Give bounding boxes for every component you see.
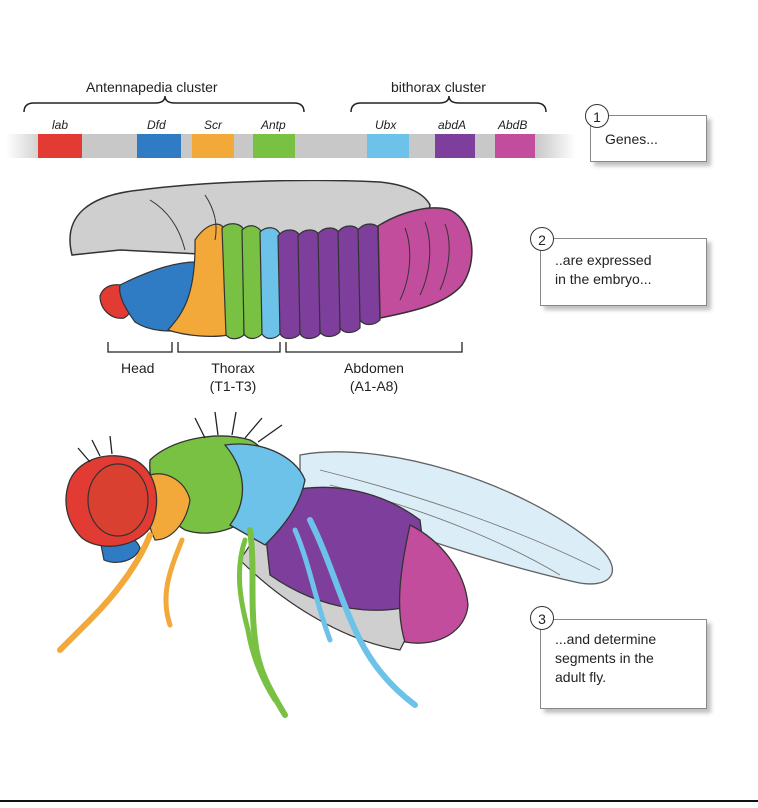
gene-label-dfd: Dfd (147, 118, 166, 132)
gene-block-scr (192, 134, 234, 158)
embryo-illustration (69, 180, 473, 353)
chromosome (6, 134, 576, 158)
embryo-segment-lightblue (259, 227, 281, 340)
callout-3-line2: segments in the (555, 650, 654, 666)
gene-label-ubx: Ubx (375, 118, 397, 132)
fly-thorax-lightblue (223, 443, 306, 546)
gene-block-ubx (367, 134, 409, 158)
head-bracket (107, 342, 173, 353)
bottom-rule (0, 800, 758, 802)
fly-eye (87, 463, 149, 537)
thorax-sublabel: (T1-T3) (209, 378, 257, 394)
callout-number-1: 1 (585, 104, 609, 128)
gene-label-lab: lab (52, 118, 69, 132)
gene-label-abdb: AbdB (498, 118, 528, 132)
thorax-label: Thorax (211, 360, 255, 376)
embryo-segment-orange (166, 223, 229, 337)
head-label: Head (121, 360, 155, 376)
callout-1-text: Genes... (605, 131, 658, 147)
fly-leg-front (57, 532, 153, 653)
bithorax-bracket (350, 95, 547, 113)
antennapedia-cluster-label: Antennapedia cluster (86, 79, 218, 95)
fly-abdomen-magenta (398, 524, 469, 644)
gene-block-antp (253, 134, 295, 158)
gene-block-abda (435, 134, 475, 158)
gene-label-antp: Antp (261, 118, 286, 132)
callout-2-line2: in the embryo... (555, 271, 652, 287)
embryo-segment-purple-3 (317, 227, 341, 338)
abdomen-label-group: Abdomen (A1-A8) (330, 359, 418, 395)
thorax-bracket (177, 342, 281, 353)
bithorax-cluster-label: bithorax cluster (391, 79, 486, 95)
embryo-segment-purple-4 (337, 225, 361, 334)
cluster-brackets (23, 95, 547, 113)
gene-block-dfd (137, 134, 181, 158)
abdomen-sublabel: (A1-A8) (349, 378, 399, 394)
embryo-segment-green-1 (221, 223, 245, 340)
callout-box-1: Genes... (590, 115, 707, 162)
adult-fly-illustration (57, 411, 613, 718)
embryo-segment-magenta (377, 207, 473, 319)
gene-label-abda: abdA (438, 118, 467, 132)
callout-box-3: ...and determine segments in the adult f… (540, 619, 707, 709)
abdomen-label: Abdomen (344, 360, 404, 376)
gene-block-lab (38, 134, 82, 158)
callout-3-line3: adult fly. (555, 669, 607, 685)
embryo-segment-purple-5 (357, 223, 381, 326)
embryo-segment-purple-1 (277, 229, 301, 340)
abdomen-bracket (285, 342, 463, 353)
thorax-label-group: Thorax (T1-T3) (198, 359, 268, 395)
gene-label-scr: Scr (204, 118, 222, 132)
callout-box-2: ..are expressed in the embryo... (540, 238, 707, 306)
antennapedia-bracket (23, 95, 305, 113)
embryo-segment-green-2 (241, 225, 263, 340)
callout-number-3: 3 (530, 606, 554, 630)
callout-number-2: 2 (530, 227, 554, 251)
gene-block-abdb (495, 134, 535, 158)
fly-leg-hind (307, 517, 418, 708)
callout-3-line1: ...and determine (555, 631, 657, 647)
embryo-segment-purple-2 (297, 229, 321, 340)
callout-2-line1: ..are expressed (555, 252, 652, 268)
